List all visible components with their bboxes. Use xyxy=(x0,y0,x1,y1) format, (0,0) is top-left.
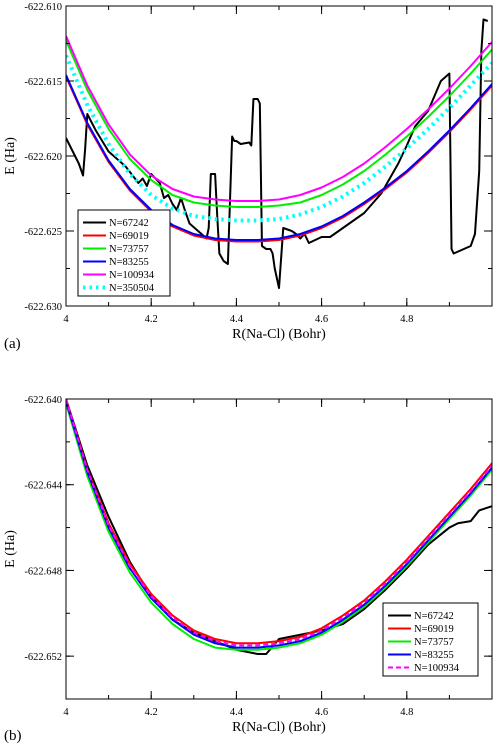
series-line-n-73757-a xyxy=(66,40,492,208)
x-tick-label: 4.2 xyxy=(145,707,158,718)
y-axis-label-a: E (Ha) xyxy=(3,137,18,175)
x-tick-label: 4.6 xyxy=(315,314,328,325)
legend-box xyxy=(77,209,171,297)
panel-label-a: (a) xyxy=(4,336,21,352)
legend-label-n-100934: N=100934 xyxy=(109,270,155,281)
legend-a: N=67242 N=69019 N=73757 N=83255 N=100934 N=35… xyxy=(77,209,171,297)
chart-panel-a: 4 4.2 4.4 4.6 4.8 -622.630 -622.625 -622.620 -62… xyxy=(3,2,493,352)
chart-panel-b: 4 4.2 4.4 4.6 4.8 -622.652 -622.648 -622.644 -62… xyxy=(3,395,493,744)
series-line-n-73757-b xyxy=(66,403,492,651)
legend-label-n-73757: N=73757 xyxy=(414,637,454,648)
legend-label-n-67242: N=67242 xyxy=(109,218,149,229)
x-tick-label: 4 xyxy=(63,314,69,325)
ticks-layer-b: 4 4.2 4.4 4.6 4.8 -622.652 -622.648 -622.644 -62… xyxy=(24,395,493,718)
panel-label-b: (b) xyxy=(4,728,22,744)
x-tick-label: 4.4 xyxy=(230,314,244,325)
x-tick-label: 4.8 xyxy=(400,314,413,325)
legend-label-n-83255: N=83255 xyxy=(414,650,454,661)
y-axis-label-b: E (Ha) xyxy=(3,530,18,568)
legend-label-n-100934: N=100934 xyxy=(414,663,460,674)
x-tick-label: 4.2 xyxy=(145,314,158,325)
y-tick-label: -622.630 xyxy=(24,302,62,313)
series-line-n-69019-a xyxy=(66,76,492,243)
y-tick-label: -622.615 xyxy=(24,77,62,88)
y-tick-label: -622.640 xyxy=(24,395,62,406)
x-tick-label: 4.6 xyxy=(315,707,328,718)
legend-label-n-67242: N=67242 xyxy=(414,611,454,622)
legend-label-n-73757: N=73757 xyxy=(109,244,149,255)
x-axis-label-b: R(Na-Cl) (Bohr) xyxy=(232,720,326,735)
ticks-layer-a: 4 4.2 4.4 4.6 4.8 -622.630 -622.625 -622.620 -62… xyxy=(24,2,493,325)
legend-b: N=67242 N=69019 N=73757 N=83255 N=100934 xyxy=(382,602,479,677)
y-tick-label: -622.610 xyxy=(24,2,62,13)
legend-label-n-69019: N=69019 xyxy=(414,624,454,635)
y-tick-label: -622.652 xyxy=(24,652,62,663)
y-tick-label: -622.625 xyxy=(24,227,62,238)
series-line-n-83255-b xyxy=(66,400,492,649)
series-layer-b xyxy=(66,399,492,655)
x-tick-label: 4 xyxy=(63,707,69,718)
series-line-n-69019-b xyxy=(66,399,492,645)
series-line-n-100934-a xyxy=(66,35,492,202)
x-axis-label-a: R(Na-Cl) (Bohr) xyxy=(232,327,326,342)
y-tick-label: -622.644 xyxy=(24,481,62,492)
legend-label-n-350504: N=350504 xyxy=(109,283,155,294)
y-tick-label: -622.620 xyxy=(24,152,62,163)
y-tick-label: -622.648 xyxy=(24,566,62,577)
series-layer-a xyxy=(66,18,492,289)
series-line-n-83255-a xyxy=(66,74,492,241)
x-tick-label: 4.8 xyxy=(400,707,413,718)
x-tick-label: 4.4 xyxy=(230,707,244,718)
legend-label-n-83255: N=83255 xyxy=(109,257,149,268)
series-line-n-350504-a xyxy=(66,54,492,223)
legend-label-n-69019: N=69019 xyxy=(109,231,149,242)
